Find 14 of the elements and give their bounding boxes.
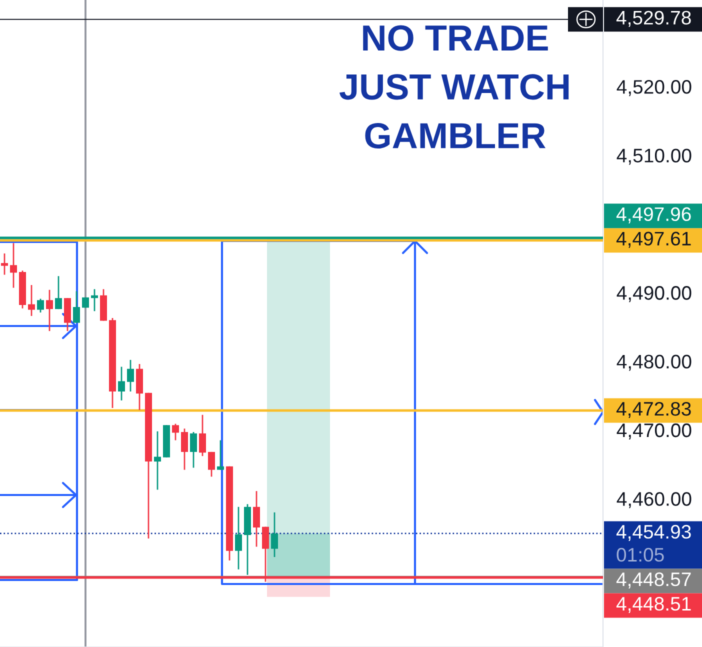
annotation: NO TRADE JUST WATCH GAMBLER bbox=[340, 25, 569, 149]
y-tick-label: 4,510.00 bbox=[616, 148, 692, 165]
y-tick-label: 4,490.00 bbox=[616, 286, 692, 302]
ref-line-label: 4,497.61 bbox=[616, 232, 691, 248]
ref-line-label: 4,497.96 bbox=[616, 207, 691, 224]
ref-line-label: 4,454.93 01:05 bbox=[616, 524, 691, 562]
y-tick-label: 4,520.00 bbox=[616, 80, 692, 96]
y-tick-label: 4,460.00 bbox=[616, 492, 692, 508]
ref-line-label: 4,448.51 bbox=[616, 596, 691, 613]
ref-line-label: 4,529.78 bbox=[616, 10, 691, 27]
y-tick-label: 4,480.00 bbox=[616, 354, 692, 371]
ref-line-label: 4,448.57 bbox=[616, 572, 691, 588]
ref-line-label: 4,472.83 bbox=[616, 402, 691, 418]
y-tick-label: 4,470.00 bbox=[616, 423, 692, 440]
